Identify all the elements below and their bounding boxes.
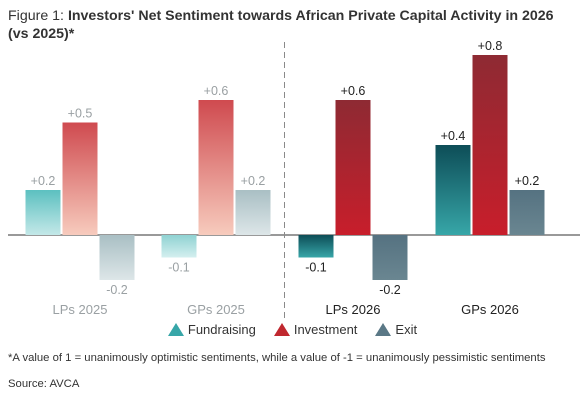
legend-marker-exit: [375, 323, 392, 336]
figure-title: Investors' Net Sentiment towards African…: [8, 8, 554, 42]
legend-marker-investment: [273, 323, 290, 336]
bar-exit-gps-2025: [235, 190, 271, 235]
data-label-exit-lps-2026: -0.2: [379, 283, 401, 297]
legend-label-exit: Exit: [395, 322, 418, 337]
category-label-lps-2025: LPs 2025: [53, 302, 108, 317]
data-label-fundraising-lps-2025: +0.2: [31, 174, 56, 188]
data-label-exit-gps-2025: +0.2: [241, 174, 266, 188]
bar-chart: +0.2 +0.5 -0.2 LPs 2025 -0.1 +0.6 +0.2 GPs 2025…: [8, 39, 580, 318]
bar-investment-gps-2025: [198, 100, 234, 235]
bar-fundraising-gps-2026: [435, 145, 471, 235]
bar-investment-lps-2026: [335, 100, 371, 235]
data-label-investment-gps-2026: +0.8: [478, 39, 503, 53]
footnote: *A value of 1 = unanimously optimistic s…: [8, 352, 546, 364]
bar-exit-lps-2025: [99, 235, 135, 280]
category-label-lps-2026: LPs 2026: [326, 302, 381, 317]
data-label-investment-lps-2026: +0.6: [341, 84, 366, 98]
legend-item-fundraising: Fundraising: [167, 322, 256, 337]
source-note: Source: AVCA: [8, 378, 80, 390]
data-label-fundraising-gps-2025: -0.1: [168, 261, 190, 275]
category-label-gps-2025: GPs 2025: [187, 302, 245, 317]
legend-marker-fundraising: [167, 323, 184, 336]
chart-legend: Fundraising Investment Exit: [0, 322, 585, 337]
data-label-exit-lps-2025: -0.2: [106, 283, 128, 297]
legend-item-exit: Exit: [375, 322, 417, 337]
bar-fundraising-gps-2025: [161, 235, 197, 258]
bar-fundraising-lps-2025: [25, 190, 61, 235]
data-label-exit-gps-2026: +0.2: [515, 174, 540, 188]
bar-exit-lps-2026: [372, 235, 408, 280]
data-label-investment-gps-2025: +0.6: [204, 84, 229, 98]
data-label-investment-lps-2025: +0.5: [68, 107, 93, 121]
data-label-fundraising-lps-2026: -0.1: [305, 261, 327, 275]
chart-title: Figure 1: Investors' Net Sentiment towar…: [8, 7, 568, 43]
legend-label-investment: Investment: [293, 322, 358, 337]
bar-investment-lps-2025: [62, 122, 98, 235]
bar-investment-gps-2026: [472, 55, 508, 235]
category-label-gps-2026: GPs 2026: [461, 302, 519, 317]
data-label-fundraising-gps-2026: +0.4: [441, 129, 466, 143]
legend-label-fundraising: Fundraising: [187, 322, 256, 337]
legend-item-investment: Investment: [273, 322, 358, 337]
figure-label: Figure 1:: [8, 8, 68, 24]
bar-exit-gps-2026: [509, 190, 545, 235]
bar-fundraising-lps-2026: [298, 235, 334, 258]
